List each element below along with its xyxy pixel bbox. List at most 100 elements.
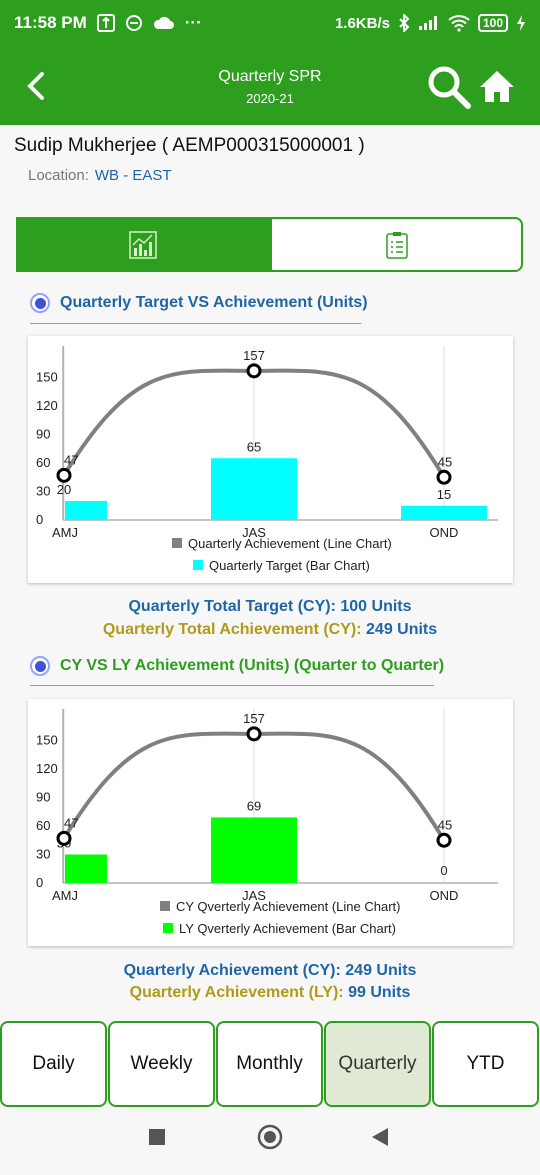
- section2-radio[interactable]: [30, 656, 50, 676]
- usb-icon: [96, 14, 115, 32]
- search-icon: [428, 66, 471, 109]
- bar-value-label: 20: [57, 482, 71, 497]
- section2-summary-ly: Quarterly Achievement (LY): 99 Units: [0, 984, 540, 1002]
- section2-title: CY VS LY Achievement (Units) (Quarter to…: [60, 657, 445, 674]
- summary-target-value: 100 Units: [340, 598, 412, 615]
- chart-card-2: 0306090120150306904715745AMJJASONDCY Qve…: [28, 699, 513, 946]
- bar-value-label: 15: [437, 487, 451, 502]
- x-tick-label: JAS: [242, 888, 266, 903]
- signal-icon: [418, 15, 440, 31]
- line-point-AMJ: [56, 830, 72, 846]
- line-value-label: 47: [64, 815, 78, 830]
- app-bar: Quarterly SPR 2020-21: [0, 46, 540, 125]
- search-button[interactable]: [426, 64, 472, 110]
- charging-icon: [516, 14, 526, 32]
- summary-ly-label: Quarterly Achievement (LY):: [129, 984, 344, 1001]
- location: Location: WB - EAST: [28, 167, 172, 184]
- tab-quarterly[interactable]: Quarterly: [324, 1021, 431, 1107]
- section2-divider: [30, 685, 434, 686]
- summary-ach-label: Quarterly Total Achievement (CY):: [102, 621, 362, 638]
- x-tick-label: OND: [430, 525, 459, 540]
- legend-label-line: CY Qverterly Achievement (Line Chart): [176, 899, 400, 914]
- page-subtitle: 2020-21: [246, 91, 294, 106]
- section2-summary-cy: Quarterly Achievement (CY): 249 Units: [0, 962, 540, 980]
- section1-summary-target: Quarterly Total Target (CY): 100 Units: [0, 598, 540, 616]
- system-nav-bar: [0, 1107, 540, 1170]
- x-tick-label: AMJ: [52, 525, 78, 540]
- line-value-label: 45: [438, 454, 452, 469]
- y-tick-label: 120: [36, 398, 58, 413]
- location-value: WB - EAST: [94, 167, 172, 184]
- y-tick-label: 120: [36, 761, 58, 776]
- period-tabs: Daily Weekly Monthly Quarterly YTD: [0, 1021, 540, 1107]
- section1-divider: [30, 323, 361, 324]
- bar-value-label: 65: [247, 439, 261, 454]
- legend-swatch-line: [160, 901, 170, 911]
- list-report-icon: [385, 231, 408, 259]
- bluetooth-icon: [398, 14, 410, 32]
- status-bar: 11:58 PM ··· 1.6KB/s 100: [0, 0, 540, 46]
- bar-AMJ: [65, 501, 107, 520]
- summary-cy-label: Quarterly Achievement (CY):: [123, 962, 341, 979]
- line-value-label: 47: [64, 452, 78, 467]
- home-button[interactable]: [478, 68, 516, 106]
- chart-1: 0 30 60 90 120 150 20 65 15 47 157 45 AMJ JAS OND Quart…: [36, 346, 498, 573]
- section1-title: Quarterly Target VS Achievement (Units): [60, 294, 368, 311]
- network-speed: 1.6KB/s: [334, 14, 390, 32]
- legend-label-bar: Quarterly Target (Bar Chart): [209, 558, 370, 573]
- legend-swatch-line: [172, 538, 182, 548]
- tab-monthly[interactable]: Monthly: [216, 1021, 323, 1107]
- y-tick-label: 150: [36, 733, 58, 748]
- y-tick-label: 150: [36, 370, 58, 385]
- recents-icon[interactable]: [149, 1129, 165, 1145]
- chart-2: 0306090120150306904715745AMJJASONDCY Qve…: [36, 709, 498, 936]
- legend-label-line: Quarterly Achievement (Line Chart): [188, 536, 392, 551]
- legend-swatch-bar: [163, 923, 173, 933]
- wifi-icon: [448, 14, 470, 32]
- line-value-label: 157: [243, 348, 265, 363]
- tab-daily[interactable]: Daily: [0, 1021, 107, 1107]
- section1-radio[interactable]: [30, 293, 50, 313]
- back-arrow-icon: [27, 72, 44, 100]
- section2-header: CY VS LY Achievement (Units) (Quarter to…: [30, 656, 444, 676]
- bar-value-label: 0: [440, 863, 447, 878]
- line-value-label: 45: [438, 817, 452, 832]
- user-name: Sudip Mukherjee ( AEMP000315000001 ): [14, 135, 365, 156]
- y-tick-label: 30: [36, 484, 50, 499]
- bar-AMJ: [65, 854, 107, 883]
- y-tick-label: 0: [36, 875, 43, 890]
- cloud-icon: [153, 15, 175, 31]
- summary-cy-value: 249 Units: [345, 962, 417, 979]
- legend-swatch-bar: [193, 560, 203, 570]
- y-tick-label: 0: [36, 512, 43, 527]
- x-tick-label: AMJ: [52, 888, 78, 903]
- summary-target-label: Quarterly Total Target (CY):: [128, 598, 336, 615]
- tab-chart-view[interactable]: [16, 217, 270, 272]
- line-point-OND: [436, 469, 452, 485]
- legend-label-bar: LY Qverterly Achievement (Bar Chart): [179, 921, 396, 936]
- y-tick-label: 90: [36, 790, 50, 805]
- home-icon: [480, 71, 514, 102]
- battery-icon: 100: [477, 14, 508, 32]
- line-point-JAS: [246, 363, 262, 379]
- back-nav-icon[interactable]: [372, 1128, 388, 1146]
- status-time: 11:58 PM: [14, 13, 87, 32]
- line-value-label: 157: [243, 711, 265, 726]
- tab-ytd[interactable]: YTD: [432, 1021, 539, 1107]
- bar-JAS: [211, 458, 297, 520]
- tab-weekly[interactable]: Weekly: [108, 1021, 215, 1107]
- chart-card-1: 0 30 60 90 120 150 20 65 15 47 157 45 AMJ JAS OND Quart…: [28, 336, 513, 583]
- bar-value-label: 69: [247, 798, 261, 813]
- home-nav-icon[interactable]: [257, 1124, 283, 1150]
- page-title: Quarterly SPR: [218, 68, 322, 85]
- bar-JAS: [211, 817, 297, 883]
- back-button[interactable]: [18, 66, 58, 106]
- line-point-OND: [436, 832, 452, 848]
- chart-icon: [129, 230, 157, 259]
- line-point-AMJ: [56, 467, 72, 483]
- x-tick-label: OND: [430, 888, 459, 903]
- section1-header: Quarterly Target VS Achievement (Units): [30, 293, 368, 313]
- x-tick-label: JAS: [242, 525, 266, 540]
- bar-OND: [401, 505, 487, 520]
- tab-list-view[interactable]: [270, 217, 523, 272]
